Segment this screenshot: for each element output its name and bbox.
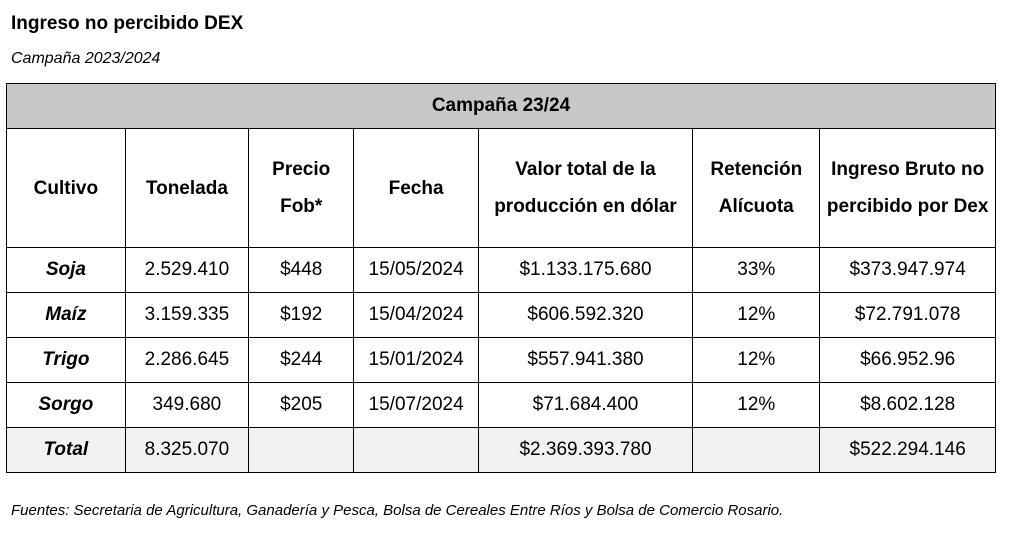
table-cell: 349.680 <box>124 382 250 428</box>
header-row: Cultivo Tonelada Precio Fob* Fecha Valor tot… <box>6 128 996 248</box>
table-caption: Campaña 23/24 <box>6 83 996 129</box>
table-cell: $522.294.146 <box>819 427 996 473</box>
table-row: Soja 2.529.410 $448 15/05/2024 $1.133.175.68… <box>6 247 996 293</box>
column-header: Ingreso Bruto no percibido por Dex <box>819 128 996 248</box>
table-cell: $205 <box>248 382 355 428</box>
table-cell: 15/01/2024 <box>353 337 479 383</box>
table-cell: 8.325.070 <box>124 427 250 473</box>
table-cell: $71.684.400 <box>477 382 694 428</box>
data-table: Campaña 23/24 Cultivo Tonelada Precio Fob*… <box>6 83 996 473</box>
table-cell <box>353 427 479 473</box>
column-header: Precio Fob* <box>248 128 355 248</box>
column-header: Tonelada <box>124 128 250 248</box>
table-row: Trigo 2.286.645 $244 15/01/2024 $557.941.380… <box>6 337 996 383</box>
table-cell <box>248 427 355 473</box>
table-cell: 15/05/2024 <box>353 247 479 293</box>
column-header: Fecha <box>353 128 479 248</box>
table-cell: 12% <box>692 337 821 383</box>
table-cell: $72.791.078 <box>819 292 996 338</box>
table-cell: 15/04/2024 <box>353 292 479 338</box>
column-header: Valor total de la producción en dólar <box>477 128 694 248</box>
row-label: Maíz <box>6 292 126 338</box>
footnote: Fuentes: Secretaria de Agricultura, Gana… <box>11 502 784 519</box>
column-header: Cultivo <box>6 128 126 248</box>
table-cell: $1.133.175.680 <box>477 247 694 293</box>
column-header: Retención Alícuota <box>692 128 821 248</box>
table-cell <box>692 427 821 473</box>
row-label: Soja <box>6 247 126 293</box>
row-label: Total <box>6 427 126 473</box>
table-cell: $8.602.128 <box>819 382 996 428</box>
table-cell: $373.947.974 <box>819 247 996 293</box>
table-cell: 33% <box>692 247 821 293</box>
table-cell: 12% <box>692 292 821 338</box>
table-cell: $606.592.320 <box>477 292 694 338</box>
table-cell: $448 <box>248 247 355 293</box>
table-cell: 2.529.410 <box>124 247 250 293</box>
title: Ingreso no percibido DEX <box>11 13 244 34</box>
table-row: Sorgo 349.680 $205 15/07/2024 $71.684.400 12%… <box>6 382 996 428</box>
table-cell: 15/07/2024 <box>353 382 479 428</box>
table-cell: $2.369.393.780 <box>477 427 694 473</box>
table-cell: 12% <box>692 382 821 428</box>
table-cell: 3.159.335 <box>124 292 250 338</box>
row-label: Trigo <box>6 337 126 383</box>
table-row: Maíz 3.159.335 $192 15/04/2024 $606.592.320 1… <box>6 292 996 338</box>
table-cell: 2.286.645 <box>124 337 250 383</box>
table-cell: $557.941.380 <box>477 337 694 383</box>
table-cell: $192 <box>248 292 355 338</box>
subtitle: Campaña 2023/2024 <box>11 50 161 67</box>
table-cell: $66.952.96 <box>819 337 996 383</box>
table-cell: $244 <box>248 337 355 383</box>
table-row: Total 8.325.070 $2.369.393.780 $522.294.146 <box>6 427 996 473</box>
row-label: Sorgo <box>6 382 126 428</box>
